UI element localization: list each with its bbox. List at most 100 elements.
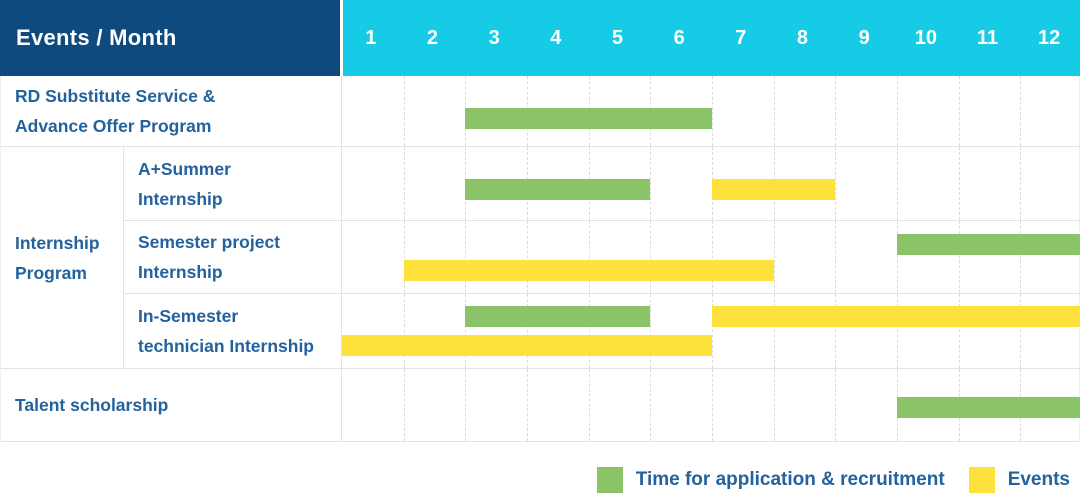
gantt-bar-event — [712, 306, 1080, 327]
chart-cell-rd-substitute-service — [341, 76, 1080, 146]
row-label-line: In-Semester — [138, 306, 239, 326]
gantt-bar-event — [403, 260, 774, 281]
legend-item-event: Events — [968, 467, 1070, 493]
month-label: 9 — [858, 26, 870, 49]
month-label: 4 — [550, 26, 562, 49]
legend-label-application: Time for application & recruitment — [635, 469, 945, 490]
column-gridline — [465, 294, 467, 368]
column-gridline — [897, 221, 898, 293]
gantt-bar-application — [897, 397, 1080, 418]
legend-swatch-application — [596, 467, 623, 493]
row-label-line: Internship — [138, 188, 223, 209]
row-label-a-plus-summer-internship: A+Summer Internship — [124, 146, 341, 220]
column-gridline — [1020, 147, 1022, 220]
legend-label-event: Events — [1007, 469, 1070, 490]
column-gridline — [897, 294, 898, 368]
gantt-bar-application — [465, 306, 651, 327]
row-label-in-semester-technician-internship: In-Semester technician Internship — [124, 293, 341, 368]
column-gridline — [835, 76, 837, 146]
column-gridline — [527, 294, 528, 368]
row-label-line: Internship — [138, 262, 223, 282]
month-label: 12 — [1038, 26, 1061, 49]
column-gridline — [835, 369, 837, 441]
column-gridline — [650, 147, 652, 220]
events-month-title: Events / Month — [16, 25, 177, 50]
column-gridline — [465, 369, 467, 441]
gantt-bar-application — [465, 179, 651, 200]
column-gridline — [835, 294, 837, 368]
chart-cell-semester-project-internship — [341, 220, 1080, 293]
column-gridline — [958, 76, 960, 146]
gantt-bar-event — [342, 335, 712, 356]
row-label-line: RD Substitute Service & — [15, 86, 216, 106]
table-header-row: Events / Month 1 2 3 4 5 6 7 8 9 10 11 12 — [0, 0, 1080, 76]
chart-cell-a-plus-summer-internship — [341, 146, 1080, 220]
column-gridline — [403, 369, 405, 441]
column-gridline — [958, 294, 960, 368]
column-gridline — [958, 221, 960, 293]
month-label: 1 — [365, 26, 377, 49]
column-gridline — [588, 221, 590, 293]
month-label: 11 — [976, 26, 999, 49]
events-month-header-cell: Events / Month — [0, 0, 340, 76]
legend-item-application: Time for application & recruitment — [596, 467, 945, 493]
column-gridline — [712, 294, 713, 368]
month-label: 5 — [611, 26, 624, 49]
row-label-line: Semester project — [138, 232, 281, 252]
month-label: 6 — [673, 26, 685, 49]
column-gridline — [403, 294, 405, 368]
column-gridline — [1020, 294, 1022, 368]
chart-cell-in-semester-technician-internship — [341, 293, 1080, 368]
gantt-bar-application — [897, 234, 1080, 255]
row-label-line: technician Internship — [138, 336, 314, 356]
month-label: 2 — [426, 26, 439, 49]
column-gridline — [773, 369, 775, 441]
column-gridline — [650, 294, 652, 368]
column-gridline — [588, 294, 590, 368]
group-label-line: Internship — [15, 232, 100, 253]
gantt-bar-application — [465, 108, 712, 129]
column-gridline — [527, 369, 528, 441]
month-label: 8 — [796, 26, 809, 49]
row-label-semester-project-internship: Semester project Internship — [124, 220, 341, 293]
column-gridline — [403, 147, 405, 220]
legend: Time for application & recruitment Events — [0, 467, 1080, 493]
month-label: 7 — [735, 26, 747, 49]
gantt-bar-event — [712, 179, 836, 200]
column-gridline — [650, 221, 652, 293]
column-gridline — [773, 76, 775, 146]
column-gridline — [1020, 221, 1022, 293]
month-label: 10 — [914, 26, 937, 49]
column-gridline — [465, 221, 467, 293]
column-gridline — [835, 147, 837, 220]
column-gridline — [712, 221, 713, 293]
month-labels: 1 2 3 4 5 6 7 8 9 10 11 12 — [340, 0, 1080, 76]
row-label-line: Advance Offer Program — [15, 116, 212, 136]
gantt-body: RD Substitute Service & Advance Offer Pro… — [0, 76, 1080, 442]
legend-swatch-event — [968, 467, 995, 493]
column-gridline — [403, 76, 405, 146]
row-label-line: A+Summer — [138, 158, 231, 179]
column-gridline — [958, 147, 960, 220]
column-gridline — [527, 221, 528, 293]
column-gridline — [712, 76, 713, 146]
month-header-strip: 1 2 3 4 5 6 7 8 9 10 11 12 — [343, 0, 1080, 76]
row-label-rd-substitute-service: RD Substitute Service & Advance Offer Pro… — [1, 76, 341, 146]
column-gridline — [835, 221, 837, 293]
month-label: 3 — [488, 26, 500, 49]
column-gridline — [403, 221, 405, 293]
column-gridline — [588, 369, 590, 441]
column-gridline — [1020, 76, 1022, 146]
row-label-line: Talent scholarship — [15, 395, 169, 415]
chart-cell-talent-scholarship — [341, 368, 1080, 441]
header-divider — [340, 0, 343, 76]
group-label-line: Program — [15, 262, 87, 283]
column-gridline — [773, 221, 775, 293]
row-label-talent-scholarship: Talent scholarship — [1, 368, 341, 441]
column-gridline — [650, 369, 652, 441]
column-gridline — [712, 369, 713, 441]
column-gridline — [897, 147, 898, 220]
column-gridline — [897, 76, 898, 146]
column-gridline — [773, 294, 775, 368]
